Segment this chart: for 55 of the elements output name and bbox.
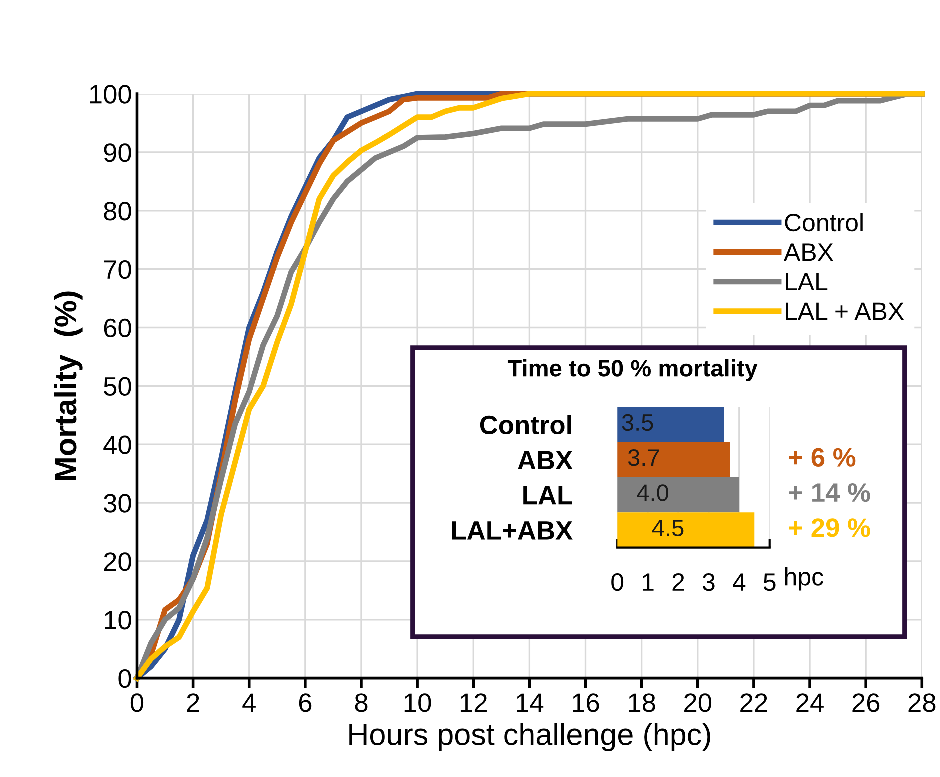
- legend-label: LAL: [786, 273, 828, 291]
- x-tick-label: 14: [517, 694, 544, 712]
- bar: [618, 442, 730, 478]
- x-tick-label: 12: [460, 694, 487, 712]
- y-tick-label: 80: [104, 202, 132, 221]
- x-tick-label: 20: [684, 694, 712, 712]
- x-tick-label: 4: [242, 694, 256, 712]
- bar: [618, 477, 740, 513]
- y-tick-label: ABX: [518, 451, 573, 470]
- y-tick-label: LAL: [524, 486, 572, 505]
- x-tick-label: 0: [130, 694, 144, 712]
- y-tick-label: 20: [104, 552, 132, 572]
- x-tick-label: 26: [852, 694, 880, 712]
- x-axis-title: hpc: [785, 567, 824, 591]
- y-tick-label: LAL+ABX: [452, 522, 573, 540]
- data-label: 4.5: [652, 520, 684, 537]
- annotation: + 29 %: [789, 518, 870, 538]
- y-tick-label: 30: [104, 494, 132, 513]
- x-tick-label: 1: [642, 574, 654, 591]
- x-tick-label: 2: [672, 573, 684, 591]
- annotation: + 6 %: [789, 448, 856, 467]
- x-tick-label: 16: [573, 694, 600, 712]
- x-tick-label: 3: [702, 573, 715, 592]
- x-tick-label: 0: [612, 573, 624, 592]
- x-tick-label: 4: [733, 574, 746, 591]
- x-tick-label: 8: [355, 694, 368, 712]
- y-tick-label: 100: [90, 85, 132, 104]
- data-label: 3.7: [628, 450, 660, 466]
- bar: [618, 512, 755, 548]
- x-tick-label: 2: [187, 694, 200, 712]
- y-tick-label: 60: [104, 318, 132, 338]
- y-axis-title: Mortality (%): [54, 292, 83, 480]
- x-tick-label: 5: [764, 574, 776, 592]
- bar: [618, 407, 724, 442]
- x-tick-label: 6: [299, 694, 312, 712]
- y-tick-label: 90: [104, 144, 132, 162]
- data-label: 4.0: [637, 484, 669, 502]
- x-tick-label: 18: [629, 694, 656, 712]
- annotation: + 14 %: [789, 484, 870, 502]
- y-tick-label: 50: [104, 377, 132, 396]
- x-axis-title: Hours post challenge (hpc): [350, 723, 710, 752]
- y-tick-label: 10: [105, 611, 132, 630]
- legend-label: LAL + ABX: [786, 302, 904, 320]
- x-tick-label: 10: [404, 694, 432, 712]
- x-tick-label: 22: [740, 694, 768, 712]
- y-tick-label: 70: [104, 260, 132, 280]
- chart-title: Time to 50 % mortality: [508, 359, 758, 382]
- x-tick-label: 24: [796, 694, 824, 712]
- y-tick-label: 0: [118, 669, 132, 688]
- data-label: 3.5: [622, 414, 654, 432]
- legend-label: Control: [785, 213, 863, 232]
- legend-label: ABX: [784, 244, 834, 261]
- y-tick-label: Control: [480, 415, 572, 435]
- x-tick-label: 28: [908, 694, 936, 712]
- y-tick-label: 40: [104, 436, 132, 454]
